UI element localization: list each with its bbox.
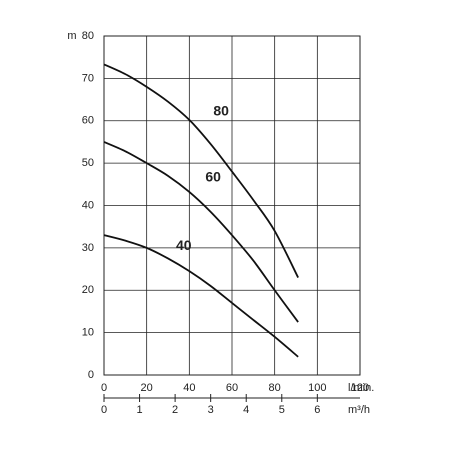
x-tick-label: 120 bbox=[351, 382, 369, 394]
curve bbox=[103, 141, 299, 323]
y-tick-label: 40 bbox=[82, 199, 94, 211]
curve bbox=[103, 63, 299, 278]
y-tick-label: 70 bbox=[82, 72, 94, 84]
curve-label: 40 bbox=[176, 237, 192, 253]
x-tick-label: 80 bbox=[269, 382, 281, 394]
curve bbox=[103, 234, 299, 358]
y-tick-label: 50 bbox=[82, 157, 94, 169]
x2-tick-label: 3 bbox=[208, 404, 214, 416]
x-axis-label: l/min. bbox=[348, 382, 374, 394]
x2-axis-label: m³/h bbox=[348, 404, 370, 416]
x-tick-label: 20 bbox=[141, 382, 153, 394]
x2-tick-label: 6 bbox=[314, 404, 320, 416]
x2-tick-label: 0 bbox=[101, 404, 107, 416]
x2-tick-label: 1 bbox=[136, 404, 142, 416]
x-tick-label: 0 bbox=[101, 382, 107, 394]
x2-tick-label: 4 bbox=[243, 404, 249, 416]
x2-tick-label: 2 bbox=[172, 404, 178, 416]
y-tick-label: 30 bbox=[82, 242, 94, 254]
x-tick-label: 60 bbox=[226, 382, 238, 394]
y-tick-label: 20 bbox=[82, 284, 94, 296]
y-axis-label: m bbox=[67, 30, 76, 42]
y-tick-label: 60 bbox=[82, 115, 94, 127]
x-tick-label: 40 bbox=[183, 382, 195, 394]
y-tick-label: 0 bbox=[88, 369, 94, 381]
x-tick-label: 100 bbox=[308, 382, 326, 394]
y-tick-label: 80 bbox=[82, 30, 94, 42]
curve-label: 60 bbox=[205, 169, 221, 185]
x2-tick-label: 5 bbox=[279, 404, 285, 416]
curve-label: 80 bbox=[213, 103, 229, 119]
y-tick-label: 10 bbox=[82, 327, 94, 339]
